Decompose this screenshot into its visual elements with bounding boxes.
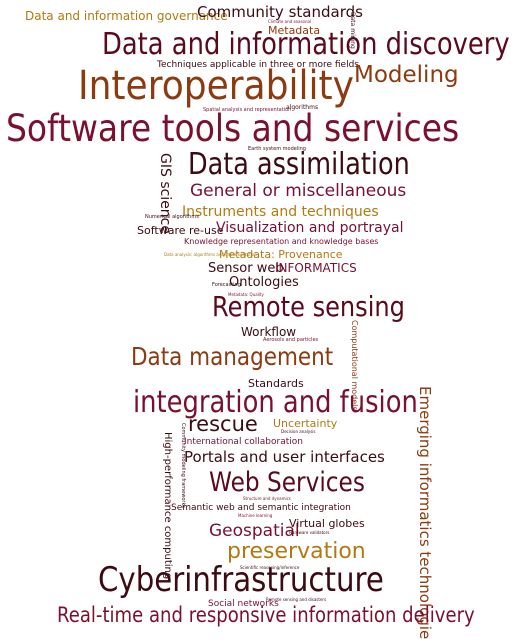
word-scientific-reasoning: Scientific reasoning/inference [240, 565, 300, 570]
word-preservation: preservation [227, 539, 366, 564]
word-social-networks: Social networks [208, 599, 279, 609]
word-metadata-quality: Metadata: Quality [228, 292, 264, 297]
word-international-collaboration: International collaboration [184, 437, 303, 447]
word-community-standards: Community standards [197, 3, 363, 21]
word-algorithms: algorithms [286, 104, 319, 111]
word-metadata: Metadata [268, 24, 321, 37]
word-earth-system-modeling: Earth system modeling [248, 146, 306, 152]
word-informatics: INFORMATICS [275, 261, 357, 275]
word-data-discovery: Data and information discovery [102, 27, 510, 62]
word-remote-sensing-disasters: Remote sensing and disasters [266, 597, 327, 602]
word-forecasting: Forecasting [212, 282, 241, 288]
word-software-tools: Software tools and services [6, 107, 460, 150]
word-workflow: Workflow [241, 325, 297, 339]
word-hardware-validators: Hardware validators [289, 530, 330, 535]
word-data-analysis-algorithms: Data analysis: algorithms and implementa… [164, 252, 257, 257]
word-data-management: Data management [131, 342, 334, 371]
word-spatial-analysis: Spatial analysis and representation [203, 107, 292, 113]
word-interoperability: Interoperability [78, 63, 354, 109]
word-machine-learning: Machine learning [238, 513, 273, 518]
word-aerosols: Aerosols and particles [263, 337, 319, 343]
word-remote-sensing: Remote sensing [212, 290, 405, 323]
word-decision-analysis: Decision analysis [281, 429, 316, 434]
word-geospatial: Geospatial [209, 521, 300, 541]
word-climate-seasonal: Climate and seasonal [268, 19, 312, 24]
word-realtime-delivery: Real-time and responsive information del… [57, 603, 475, 627]
word-visualization: Visualization and portrayal [216, 220, 404, 236]
word-sensor-web: Sensor web [208, 261, 284, 276]
word-portals: Portals and user interfaces [184, 448, 385, 466]
word-web-services: Web Services [209, 467, 365, 498]
word-techniques-applicable: Techniques applicable in three or more f… [157, 60, 359, 70]
word-virtual-globes: Virtual globes [289, 517, 365, 530]
word-modeling: Modeling [354, 62, 459, 88]
word-gis-science: GIS science [157, 153, 173, 234]
word-instruments: Instruments and techniques [182, 204, 379, 220]
word-metadata-provenance: Metadata: Provenance [219, 248, 343, 261]
word-community-frameworks: Community modeling frameworks [180, 423, 186, 508]
word-software-reuse: Software re-use [137, 224, 224, 237]
word-standards: Standards [248, 377, 304, 390]
word-rescue: rescue [188, 412, 258, 436]
word-structure-dynamics: Structure and dynamics [243, 496, 291, 501]
word-semantic-web: Semantic web and semantic integration [171, 503, 351, 513]
word-data-governance: Data and information governance [25, 9, 228, 23]
word-ontologies: Ontologies [229, 275, 299, 290]
word-emerging-informatics: Emerging informatics technologies [416, 386, 434, 639]
word-data-mining: Data mining [349, 12, 356, 49]
word-integration-fusion: integration and fusion [133, 385, 418, 420]
word-uncertainty: Uncertainty [273, 417, 338, 430]
word-cyberinfrastructure: Cyberinfrastructure [98, 560, 384, 600]
word-numerical-algorithms: Numerical algorithms [145, 214, 199, 220]
word-data-assimilation: Data assimilation [188, 147, 410, 182]
word-general-misc: General or miscellaneous [190, 181, 407, 201]
word-knowledge-representation: Knowledge representation and knowledge b… [184, 237, 379, 246]
